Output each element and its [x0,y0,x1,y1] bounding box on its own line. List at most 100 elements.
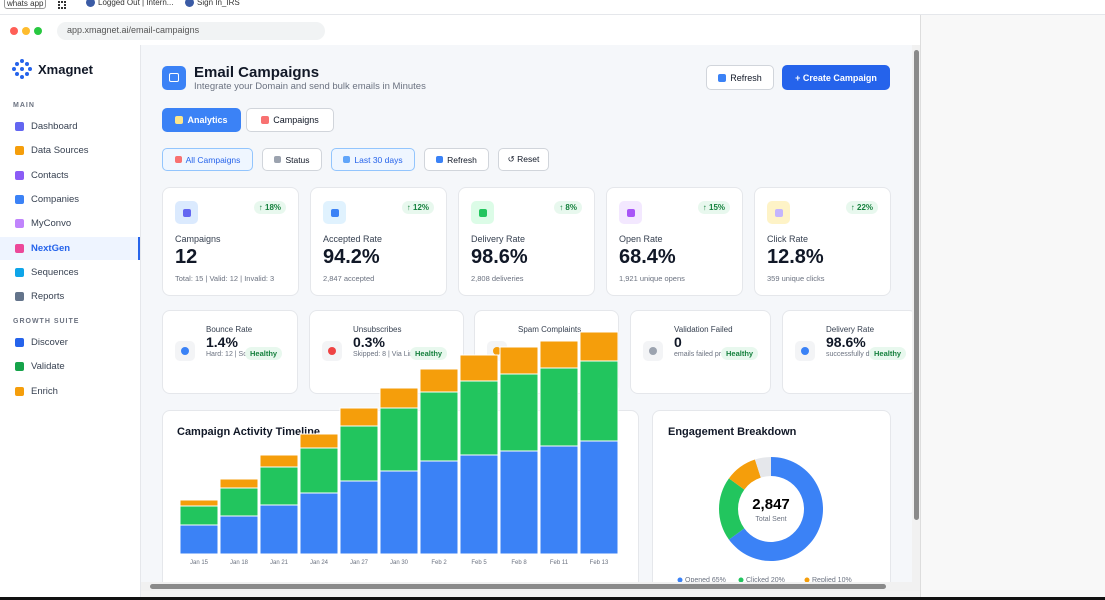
tab-text: Campaigns [273,115,319,125]
bookmark-bar [0,0,1105,15]
bookmark-text: Logged Out | Intern... [98,0,174,7]
stat-label: Campaigns [175,234,221,244]
bar-segment [499,450,539,555]
section-title: GROWTH SUITE [13,318,80,325]
nav-item[interactable]: Companies [0,188,140,211]
logo-dot [28,67,32,71]
stat-note: 2,847 accepted [323,274,375,283]
bookmark[interactable]: whats app [4,0,47,9]
x-tick-label: Feb 13 [590,560,609,566]
health-value: 0.3% [353,334,385,350]
button-text: + Create Campaign [795,72,877,83]
stat-card: ↑ 15% Open Rate 68.4% 1,921 unique opens [606,187,743,296]
nav-item[interactable]: Validate [0,355,140,378]
nav-item[interactable]: Discover [0,331,140,354]
legend-swatch [804,577,810,582]
x-tick-label: Jan 21 [270,560,289,566]
health-label: Unsubscribes [353,325,402,334]
health-card: Delivery Rate 98.6% successfully delivered… [782,310,912,394]
brand: Xmagnet [38,62,93,77]
filter-button[interactable]: All Campaigns [162,148,253,171]
bar-segment [259,454,299,468]
stat-icon-dot [775,209,783,217]
bar-segment [339,480,379,555]
page-subtitle: Integrate your Domain and send bulk emai… [194,81,426,92]
change-badge: ↑ 15% [697,201,730,214]
legend-swatch [738,577,744,582]
x-tick-label: Jan 15 [190,560,209,566]
health-value: 1.4% [206,334,238,350]
filter-button[interactable]: ↺ Reset [498,148,549,171]
stat-icon-dot [627,209,635,217]
bar-segment [219,487,259,517]
taskbar [0,597,1105,600]
section-title: MAIN [13,102,35,109]
tab-icon [261,116,270,124]
legend-swatch [677,577,683,582]
health-text: Bounce Rate 1.4% Hard: 12 | Soft: 28 [206,325,263,359]
stat-label: Delivery Rate [471,234,526,244]
donut-segment [728,459,761,490]
nav-label: Enrich [31,385,58,397]
health-label: Validation Failed [674,325,733,334]
x-tick-label: Feb 8 [511,560,527,566]
change-badge: ↑ 8% [554,201,582,214]
tab-text: Analytics [187,115,228,125]
bar-segment [339,407,379,427]
filter-icon [274,156,282,163]
nav-label: Validate [31,361,65,373]
health-note: successfully delivered [826,351,895,358]
bar-segment [219,515,259,555]
stat-icon-dot [183,209,191,217]
v-scroll-thumb [914,50,919,520]
bar-segment [419,391,459,462]
bar-segment [499,373,539,452]
bar-segment [579,331,619,362]
tab[interactable]: Analytics [162,108,241,132]
bar-segment [539,367,579,447]
stat-value: 98.6% [471,246,528,268]
filter-icon [343,156,351,163]
nav-item[interactable]: MyConvo [0,212,140,235]
nav-item[interactable]: Reports [0,285,140,308]
button-text: Refresh [730,72,762,83]
nav-label: Sequences [31,266,79,278]
nav-icon [15,122,24,131]
bar-segment [419,368,459,393]
bookmark[interactable]: Sign In_IRS [185,0,240,7]
header-icon-inner [169,73,179,82]
bar-segment [339,425,379,482]
url-text: app.xmagnet.ai/email-campaigns [67,25,200,35]
filter-button[interactable]: Status [262,148,322,171]
health-note: Skipped: 8 | Via Link: 3 [353,351,425,358]
header-button[interactable]: + Create Campaign [782,65,890,90]
nav-item[interactable]: NextGen [0,236,140,260]
bookmark-icon [185,0,194,7]
nav-item[interactable]: Dashboard [0,115,140,138]
nav-label: Data Sources [31,145,89,157]
bookmark[interactable]: Logged Out | Intern... [86,0,173,7]
nav-icon [15,386,24,396]
nav-item[interactable]: Enrich [0,380,140,403]
chart-title: Engagement Breakdown [668,426,797,438]
nav-label: Reports [31,291,65,303]
stat-note: 359 unique clicks [767,274,825,283]
nav-item[interactable]: Contacts [0,164,140,187]
sidebar [0,45,141,597]
bookmark-text: whats app [7,0,44,8]
filter-text: ↺ Reset [507,154,540,164]
header-button[interactable]: Refresh [706,65,774,90]
filter-text: All Campaigns [185,154,241,165]
stat-value: 12 [175,246,198,268]
filter-button[interactable]: Refresh [424,148,489,171]
filter-button[interactable]: Last 30 days [331,148,415,171]
bar-segment [579,360,619,442]
tab[interactable]: Campaigns [246,108,334,132]
health-icon-dot [493,347,501,355]
logo-dot [25,72,29,76]
health-label: Delivery Rate [826,325,875,334]
health-card: Bounce Rate 1.4% Hard: 12 | Soft: 28 Health… [162,310,298,394]
nav-item[interactable]: Sequences [0,261,140,284]
nav-item[interactable]: Data Sources [0,139,140,162]
